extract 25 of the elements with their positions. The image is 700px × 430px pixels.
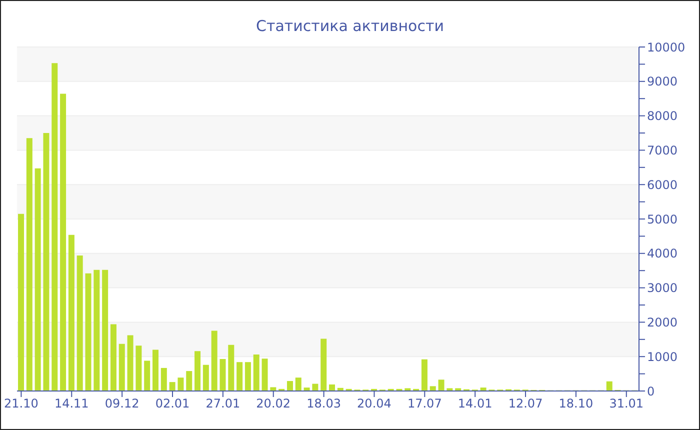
y-tick-label: 10000 xyxy=(647,40,686,54)
y-tick-label: 9000 xyxy=(647,74,678,89)
x-tick-label: 27.01 xyxy=(206,396,240,411)
y-tick-label: 0 xyxy=(647,384,655,398)
x-tick-label: 12.07 xyxy=(508,396,543,411)
y-tick-label: 6000 xyxy=(647,178,678,192)
x-tick-label: 14.11 xyxy=(54,396,89,411)
y-tick-label: 3000 xyxy=(647,281,678,296)
x-tick-label: 20.04 xyxy=(357,396,392,411)
x-tick-label: 14.01 xyxy=(458,396,492,411)
x-tick-label: 18.03 xyxy=(306,396,341,411)
x-tick-label: 31.01 xyxy=(609,396,644,411)
y-tick-label: 2000 xyxy=(647,315,678,330)
x-tick-label: 17.07 xyxy=(407,396,442,411)
y-tick-label: 4000 xyxy=(647,246,678,261)
y-tick-label: 5000 xyxy=(647,212,678,226)
y-tick-label: 8000 xyxy=(647,109,678,124)
chart-title: Статистика активности xyxy=(255,17,445,37)
x-tick-label: 18.10 xyxy=(558,396,594,411)
x-tick-label: 02.01 xyxy=(155,396,190,411)
x-tick-label: 21.10 xyxy=(4,396,38,411)
x-tick-label: 20.02 xyxy=(256,396,291,411)
y-tick-label: 1000 xyxy=(647,350,678,364)
x-tick-label: 09.12 xyxy=(104,396,140,411)
y-tick-label: 7000 xyxy=(647,143,678,158)
